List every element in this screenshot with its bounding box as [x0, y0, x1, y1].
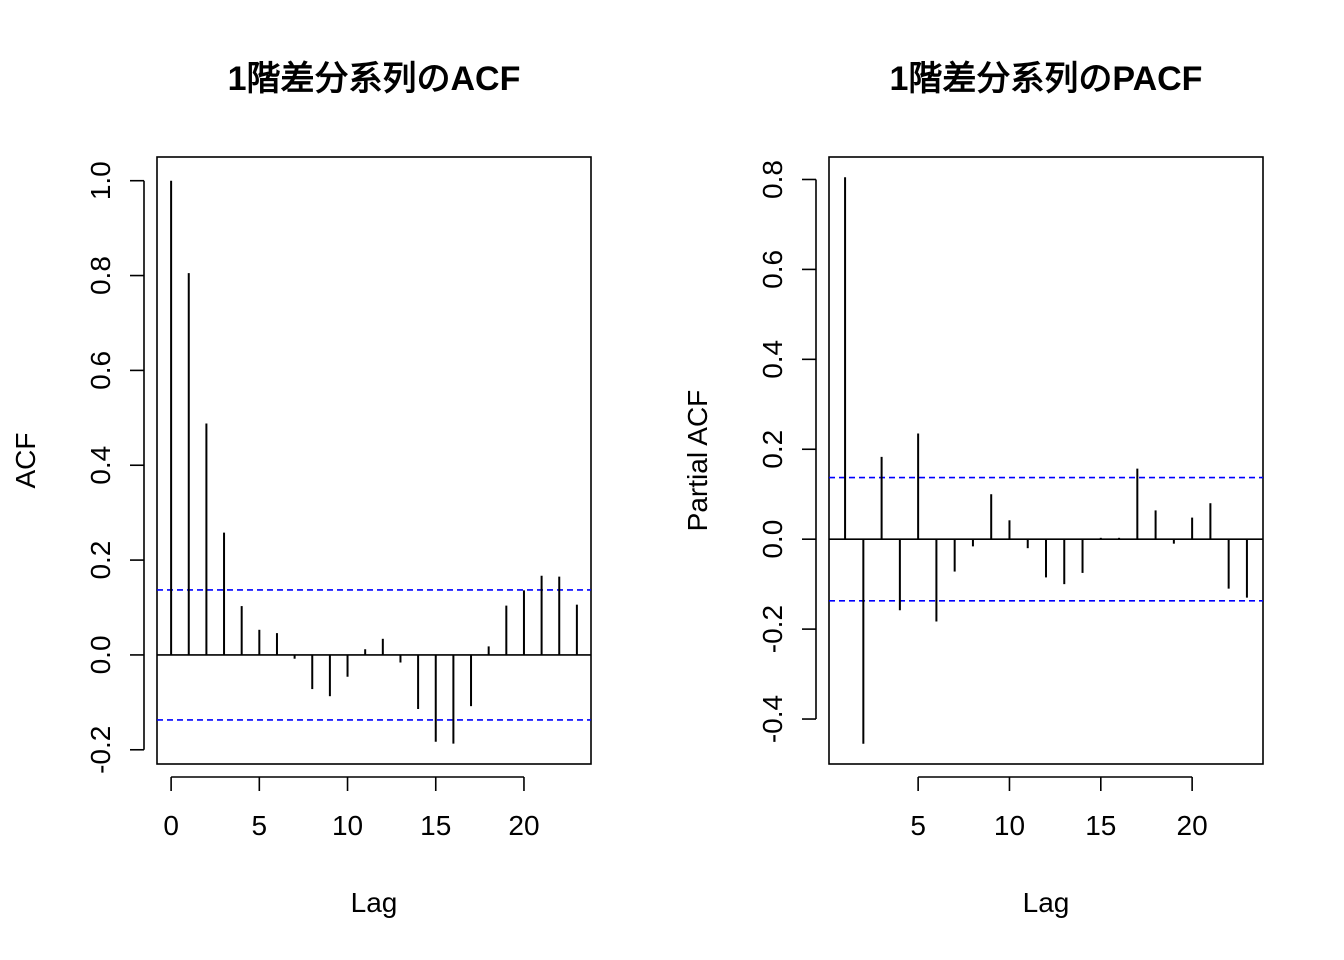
- x-tick-label: 0: [163, 810, 179, 841]
- y-tick-label: 0.8: [85, 256, 116, 295]
- y-tick-label: 0.6: [757, 250, 788, 289]
- x-tick-label: 5: [910, 810, 926, 841]
- y-tick-label: 0.0: [85, 635, 116, 674]
- y-tick-label: 0.4: [757, 340, 788, 379]
- x-tick-label: 10: [994, 810, 1025, 841]
- y-axis-label: ACF: [10, 433, 41, 489]
- plot-frame: [828, 156, 1264, 765]
- acf-panel: 1階差分系列のACF 0 5 10 15 20 -0.2 0.0 0.2 0.4 0.6 0.8 1.0…: [10, 60, 592, 918]
- x-axis-label: Lag: [1023, 887, 1070, 918]
- y-tick-label: 0.6: [85, 351, 116, 390]
- y-tick-label: 0.8: [757, 160, 788, 199]
- chart-title: 1階差分系列のPACF: [890, 60, 1203, 98]
- x-tick-label: 10: [332, 810, 363, 841]
- y-tick-label: -0.4: [757, 695, 788, 743]
- x-tick-label: 5: [252, 810, 268, 841]
- x-tick-label: 20: [508, 810, 539, 841]
- y-tick-label: 0.2: [85, 541, 116, 580]
- y-tick-label: -0.2: [85, 726, 116, 774]
- x-tick-label: 15: [420, 810, 451, 841]
- chart-title: 1階差分系列のACF: [228, 60, 521, 98]
- x-tick-label: 15: [1085, 810, 1116, 841]
- y-tick-label: 0.2: [757, 430, 788, 469]
- y-tick-label: 0.0: [757, 520, 788, 559]
- y-tick-label: -0.2: [757, 605, 788, 653]
- y-axis-label: Partial ACF: [682, 390, 713, 532]
- y-tick-label: 1.0: [85, 161, 116, 200]
- plot-frame: [156, 156, 592, 765]
- pacf-panel: 1階差分系列のPACF 5 10 15 20 -0.4 -0.2 0.0 0.2 0.4 0.6 0.…: [682, 60, 1264, 918]
- x-tick-label: 20: [1177, 810, 1208, 841]
- x-axis-label: Lag: [351, 887, 398, 918]
- y-tick-label: 0.4: [85, 446, 116, 485]
